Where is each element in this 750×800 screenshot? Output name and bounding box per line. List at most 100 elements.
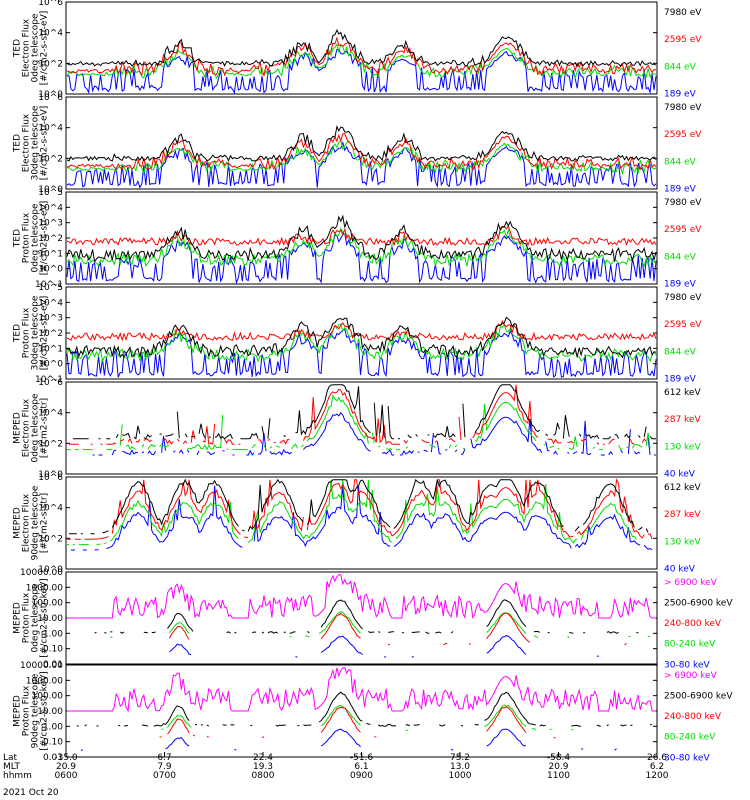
series-line-red	[67, 478, 653, 540]
y-tick-label: 10^4	[38, 29, 63, 39]
panel-2: 10^0 10^2 10^4 10^6 7980 eV 2595 eV 844 eV 189 …	[13, 93, 703, 195]
y-tick-label: 10^4	[38, 203, 63, 213]
legend-entry: 189 eV	[664, 279, 697, 289]
x-tick-label-hhmm: 0900	[350, 771, 373, 781]
date-label: 2021 Oct 20	[3, 788, 59, 798]
series-line-blue	[92, 411, 656, 456]
y-axis-label-line: 0deg telescope	[31, 393, 41, 463]
y-axis-label-line: Proton Flux	[22, 592, 32, 643]
y-tick-label: 10^5	[38, 188, 63, 198]
y-axis-label-line: [#/cm2-s-str]	[40, 493, 50, 553]
y-axis-label-line: Proton Flux	[22, 685, 32, 736]
panel-1: 10^0 10^2 10^4 10^6 7980 eV 2595 eV 844 eV 189 …	[13, 0, 703, 100]
y-tick-label: 1000.00	[26, 583, 63, 593]
series-line-black	[66, 214, 657, 263]
y-tick-label: 10^3	[38, 314, 63, 324]
y-tick-label: 10^2	[38, 154, 63, 164]
x-tick-label-mlt: 20.9	[548, 762, 568, 772]
y-axis-label-line: Proton Flux	[22, 212, 32, 263]
series-line-black	[69, 480, 654, 534]
row-label-lat: Lat	[3, 753, 18, 763]
y-tick-label: 10.00	[37, 707, 63, 717]
legend-entry: 287 keV	[664, 415, 701, 425]
legend-entry: 80-240 keV	[664, 733, 716, 743]
legend-entry: 189 eV	[664, 184, 697, 194]
y-axis-label-line: Electron Flux	[22, 398, 32, 457]
x-tick-label-mlt: 19.3	[253, 762, 273, 772]
y-tick-label: 10^4	[38, 504, 63, 514]
x-axis: Lat MLT hhmm 2021 Oct 20 -35.020.906006.…	[3, 752, 669, 798]
series-line-green	[66, 323, 657, 364]
y-axis-label-line: TED	[13, 39, 23, 58]
x-tick-label-lat: 26.6	[647, 753, 667, 763]
x-tick-label-lat: 75.2	[450, 753, 470, 763]
y-axis-label-line: 30deg telescope	[31, 105, 41, 180]
y-axis-label-line: [#/cm2-s-str-keV]	[40, 578, 50, 657]
y-axis-label-line: MEPED	[13, 602, 23, 634]
legend-entry: 2595 eV	[664, 130, 702, 140]
legend-entry: 240-800 keV	[664, 619, 722, 629]
series-line-green	[67, 227, 657, 268]
series-line-black	[95, 600, 654, 634]
y-tick-label: 0.01	[43, 753, 63, 763]
series-line-black	[66, 29, 657, 67]
legend-entry: > 6900 keV	[664, 578, 718, 588]
y-axis-label-line: 90deg telescope	[31, 485, 41, 560]
y-tick-label: 10^6	[38, 473, 63, 483]
panels: 10^0 10^2 10^4 10^6 7980 eV 2595 eV 844 eV 189 …	[13, 0, 734, 763]
y-axis-label-line: TED	[13, 229, 23, 248]
y-tick-label: 10^2	[38, 59, 63, 69]
series-line-blue	[66, 48, 657, 95]
plot-frame	[65, 96, 658, 190]
legend-entry: 130 keV	[664, 537, 701, 547]
series-line-red	[66, 133, 657, 172]
y-tick-label: 100.00	[32, 692, 64, 702]
y-axis-label-line: [#/cm2-s-str-keV]	[40, 671, 50, 750]
legend-entry: 30-80 keV	[664, 660, 710, 670]
y-tick-label: 10000.00	[20, 568, 63, 578]
series-line-blue	[66, 328, 657, 378]
series-line-magenta	[67, 667, 656, 713]
y-axis-label-line: TED	[13, 134, 23, 153]
legend-entry: 612 keV	[664, 483, 701, 493]
plot-frame	[65, 664, 658, 758]
series-line-red	[66, 36, 657, 77]
y-axis-label: TEDProton Flux30deg telescope[#/cm2-s-st…	[13, 295, 50, 370]
legend-entry: 7980 eV	[664, 293, 702, 303]
y-tick-label: 10^0	[38, 90, 63, 100]
y-tick-label: 100.00	[32, 599, 64, 609]
y-tick-label: 10^0	[38, 265, 63, 275]
x-tick-label-mlt: 6.2	[650, 762, 664, 772]
y-tick-label: 1.00	[43, 629, 63, 639]
y-tick-label: 0.10	[43, 738, 63, 748]
y-tick-label: 0.10	[43, 645, 63, 655]
y-tick-label: 10^1	[38, 249, 63, 259]
y-axis-label: MEPEDElectron Flux90deg telescope[#/cm2-…	[13, 485, 50, 560]
y-tick-label: 10^2	[38, 329, 63, 339]
legend-entry: 844 eV	[664, 252, 697, 262]
x-tick-label-hhmm: 1200	[646, 771, 669, 781]
x-tick-label-mlt: 13.0	[450, 762, 470, 772]
legend-entry: 844 eV	[664, 347, 697, 357]
series-line-black	[66, 125, 657, 162]
panel-3: 10^-1 10^0 10^1 10^2 10^3 10^4 10^5 7980 eV 2595…	[13, 188, 703, 290]
series-line-black	[66, 316, 657, 359]
x-tick-label-lat: -51.6	[350, 753, 374, 763]
series-line-red	[66, 225, 657, 247]
series-line-green	[66, 43, 657, 80]
y-tick-label: 10^-1	[35, 280, 63, 290]
y-axis-label-line: [#/cm2-s-str]	[40, 398, 50, 458]
panel-8: 0.01 0.10 1.00 10.00 100.00 1000.00 10000.00 > …	[13, 661, 734, 763]
x-tick-label-mlt: 6.1	[354, 762, 368, 772]
legend-entry: 130 keV	[664, 442, 701, 452]
y-axis-label: MEPEDProton Flux0deg telescope[#/cm2-s-s…	[13, 578, 50, 657]
y-axis-label-line: 30deg telescope	[31, 295, 41, 370]
y-axis-label-line: 0deg telescope	[31, 203, 41, 273]
series-line-blue	[81, 729, 648, 750]
y-axis-label-line: MEPED	[13, 412, 23, 444]
x-tick-label-mlt: 7.9	[157, 762, 172, 772]
series-line-red	[69, 385, 654, 444]
y-tick-label: 10^2	[38, 534, 63, 544]
y-axis-label-line: Electron Flux	[22, 18, 32, 77]
